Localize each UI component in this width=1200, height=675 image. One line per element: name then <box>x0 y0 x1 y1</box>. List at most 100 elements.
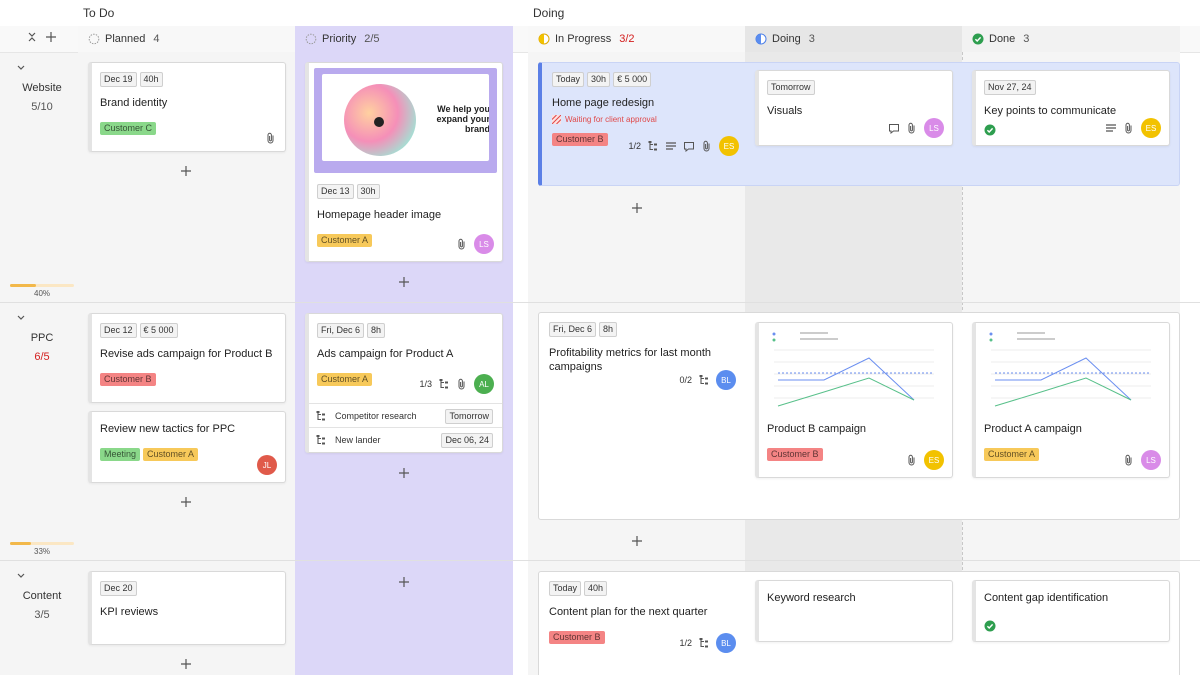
attach-icon[interactable] <box>906 122 918 134</box>
lane-name: PPC <box>30 332 54 344</box>
card[interactable]: Today 30h € 5 000 Home page redesign Waiting… <box>542 63 747 163</box>
subtask-icon[interactable] <box>438 378 450 390</box>
desc-icon[interactable] <box>665 140 677 152</box>
lane-progress-track <box>10 542 74 545</box>
add-card-button[interactable] <box>181 497 191 507</box>
card[interactable]: Content gap identification <box>972 580 1170 642</box>
attach-icon[interactable] <box>1123 454 1135 466</box>
add-card-button[interactable] <box>399 468 409 478</box>
card[interactable]: Product A campaign Customer A LS <box>972 322 1170 478</box>
tag: 40h <box>584 581 608 596</box>
tag-row: Fri, Dec 6 8h <box>317 320 494 338</box>
attach-icon[interactable] <box>701 140 713 152</box>
icon-part <box>552 115 561 124</box>
lane-progress-label: 40% <box>34 289 51 298</box>
tag-row: Dec 12 € 5 000 <box>100 320 277 338</box>
add-card-button[interactable] <box>181 166 191 176</box>
icon-part <box>703 140 710 152</box>
card[interactable]: We help you expand your brand Dec 13 30h Ho… <box>305 62 503 262</box>
icon-part <box>994 377 1132 407</box>
tag: 30h <box>356 184 380 199</box>
icon-part <box>28 32 36 42</box>
subtask-icon[interactable] <box>698 374 710 386</box>
icon-part <box>1125 122 1132 134</box>
icon-part <box>1125 122 1132 134</box>
add-card-button[interactable] <box>399 577 409 587</box>
tag: € 5 000 <box>139 323 178 338</box>
card-footer: LS <box>456 234 494 254</box>
card[interactable]: Fri, Dec 6 8h Profitability metrics for la… <box>539 313 744 397</box>
add-card-button[interactable] <box>632 536 642 546</box>
avatar: BL <box>716 370 736 390</box>
add-lane-button[interactable] <box>46 32 56 42</box>
attach-icon[interactable] <box>456 238 468 250</box>
column-header-bg <box>78 26 295 52</box>
icon-part <box>322 442 325 445</box>
icon-part <box>705 640 708 643</box>
icon-part <box>181 166 191 176</box>
tag: Tomorrow <box>767 80 815 95</box>
card[interactable]: Dec 19 40h Brand identity Customer C <box>88 62 286 152</box>
tag-row: Tomorrow <box>767 77 944 95</box>
column-header-bg <box>528 26 745 52</box>
add-card-button[interactable] <box>399 277 409 287</box>
icon-part <box>399 277 409 287</box>
desc-icon[interactable] <box>1105 122 1117 134</box>
comment-icon[interactable] <box>683 140 695 152</box>
icon-part <box>755 33 767 45</box>
icon-part <box>984 124 996 136</box>
attach-icon[interactable] <box>265 132 277 144</box>
comment-icon[interactable] <box>888 122 900 134</box>
lane-progress-label: 33% <box>34 547 51 556</box>
icon-part <box>445 386 448 389</box>
card-title: Product B campaign <box>767 423 867 435</box>
card-footer: LS <box>1123 450 1161 470</box>
attach-icon[interactable] <box>456 378 468 390</box>
icon-part <box>800 332 828 334</box>
subtask-progress: 0/2 <box>679 375 692 385</box>
icon-part <box>1017 332 1045 334</box>
card-title: Homepage header image <box>317 209 442 221</box>
add-card-button[interactable] <box>181 659 191 669</box>
card[interactable]: Fri, Dec 6 8h Ads campaign for Product A Cu… <box>305 313 503 453</box>
icon-part <box>666 142 676 150</box>
lane-collapse-button[interactable] <box>16 62 26 72</box>
subtask-icon[interactable] <box>698 637 710 649</box>
lane-collapse-button[interactable] <box>16 312 26 322</box>
lane-collapse-button[interactable] <box>16 570 26 580</box>
card[interactable]: Tomorrow Visuals LS <box>755 70 953 146</box>
subtask-icon[interactable] <box>647 140 659 152</box>
tag: 40h <box>139 72 163 87</box>
icon-part <box>705 382 708 385</box>
icon-part <box>322 418 325 421</box>
card[interactable]: Product B campaign Customer B ES <box>755 322 953 478</box>
add-card-button[interactable] <box>632 203 642 213</box>
card[interactable]: Dec 20 KPI reviews <box>88 571 286 645</box>
avatar: ES <box>719 136 739 156</box>
card[interactable]: Keyword research <box>755 580 953 642</box>
card[interactable]: Nov 27, 24 Key points to communicate ES <box>972 70 1170 146</box>
card-footer <box>265 132 277 144</box>
card[interactable]: Review new tactics for PPC Meeting Custome… <box>88 411 286 483</box>
label-row: Customer C <box>100 118 277 136</box>
card-title: Keyword research <box>767 592 856 604</box>
collapse-all-button[interactable] <box>27 31 37 43</box>
icon-part <box>317 412 321 421</box>
icon-part <box>974 36 982 43</box>
attach-icon[interactable] <box>906 454 918 466</box>
card[interactable]: Today 40h Content plan for the next quarte… <box>539 572 744 660</box>
attach-icon[interactable] <box>1123 122 1135 134</box>
label-row: Customer B <box>549 627 734 645</box>
icon-part <box>632 203 642 213</box>
column-status-icon <box>755 33 767 45</box>
column-header: Done 3 <box>972 26 1029 52</box>
icon-part <box>699 375 708 385</box>
column-header: In Progress 3/2 <box>538 26 635 52</box>
icon-part <box>46 32 56 42</box>
subtask-icon <box>315 410 327 422</box>
subtask-row: Competitor research Tomorrow <box>309 403 502 428</box>
card[interactable]: Dec 12 € 5 000 Revise ads campaign for Pro… <box>88 313 286 403</box>
icon-part <box>908 454 915 466</box>
icon-part <box>908 122 915 134</box>
icon-part <box>181 166 191 176</box>
